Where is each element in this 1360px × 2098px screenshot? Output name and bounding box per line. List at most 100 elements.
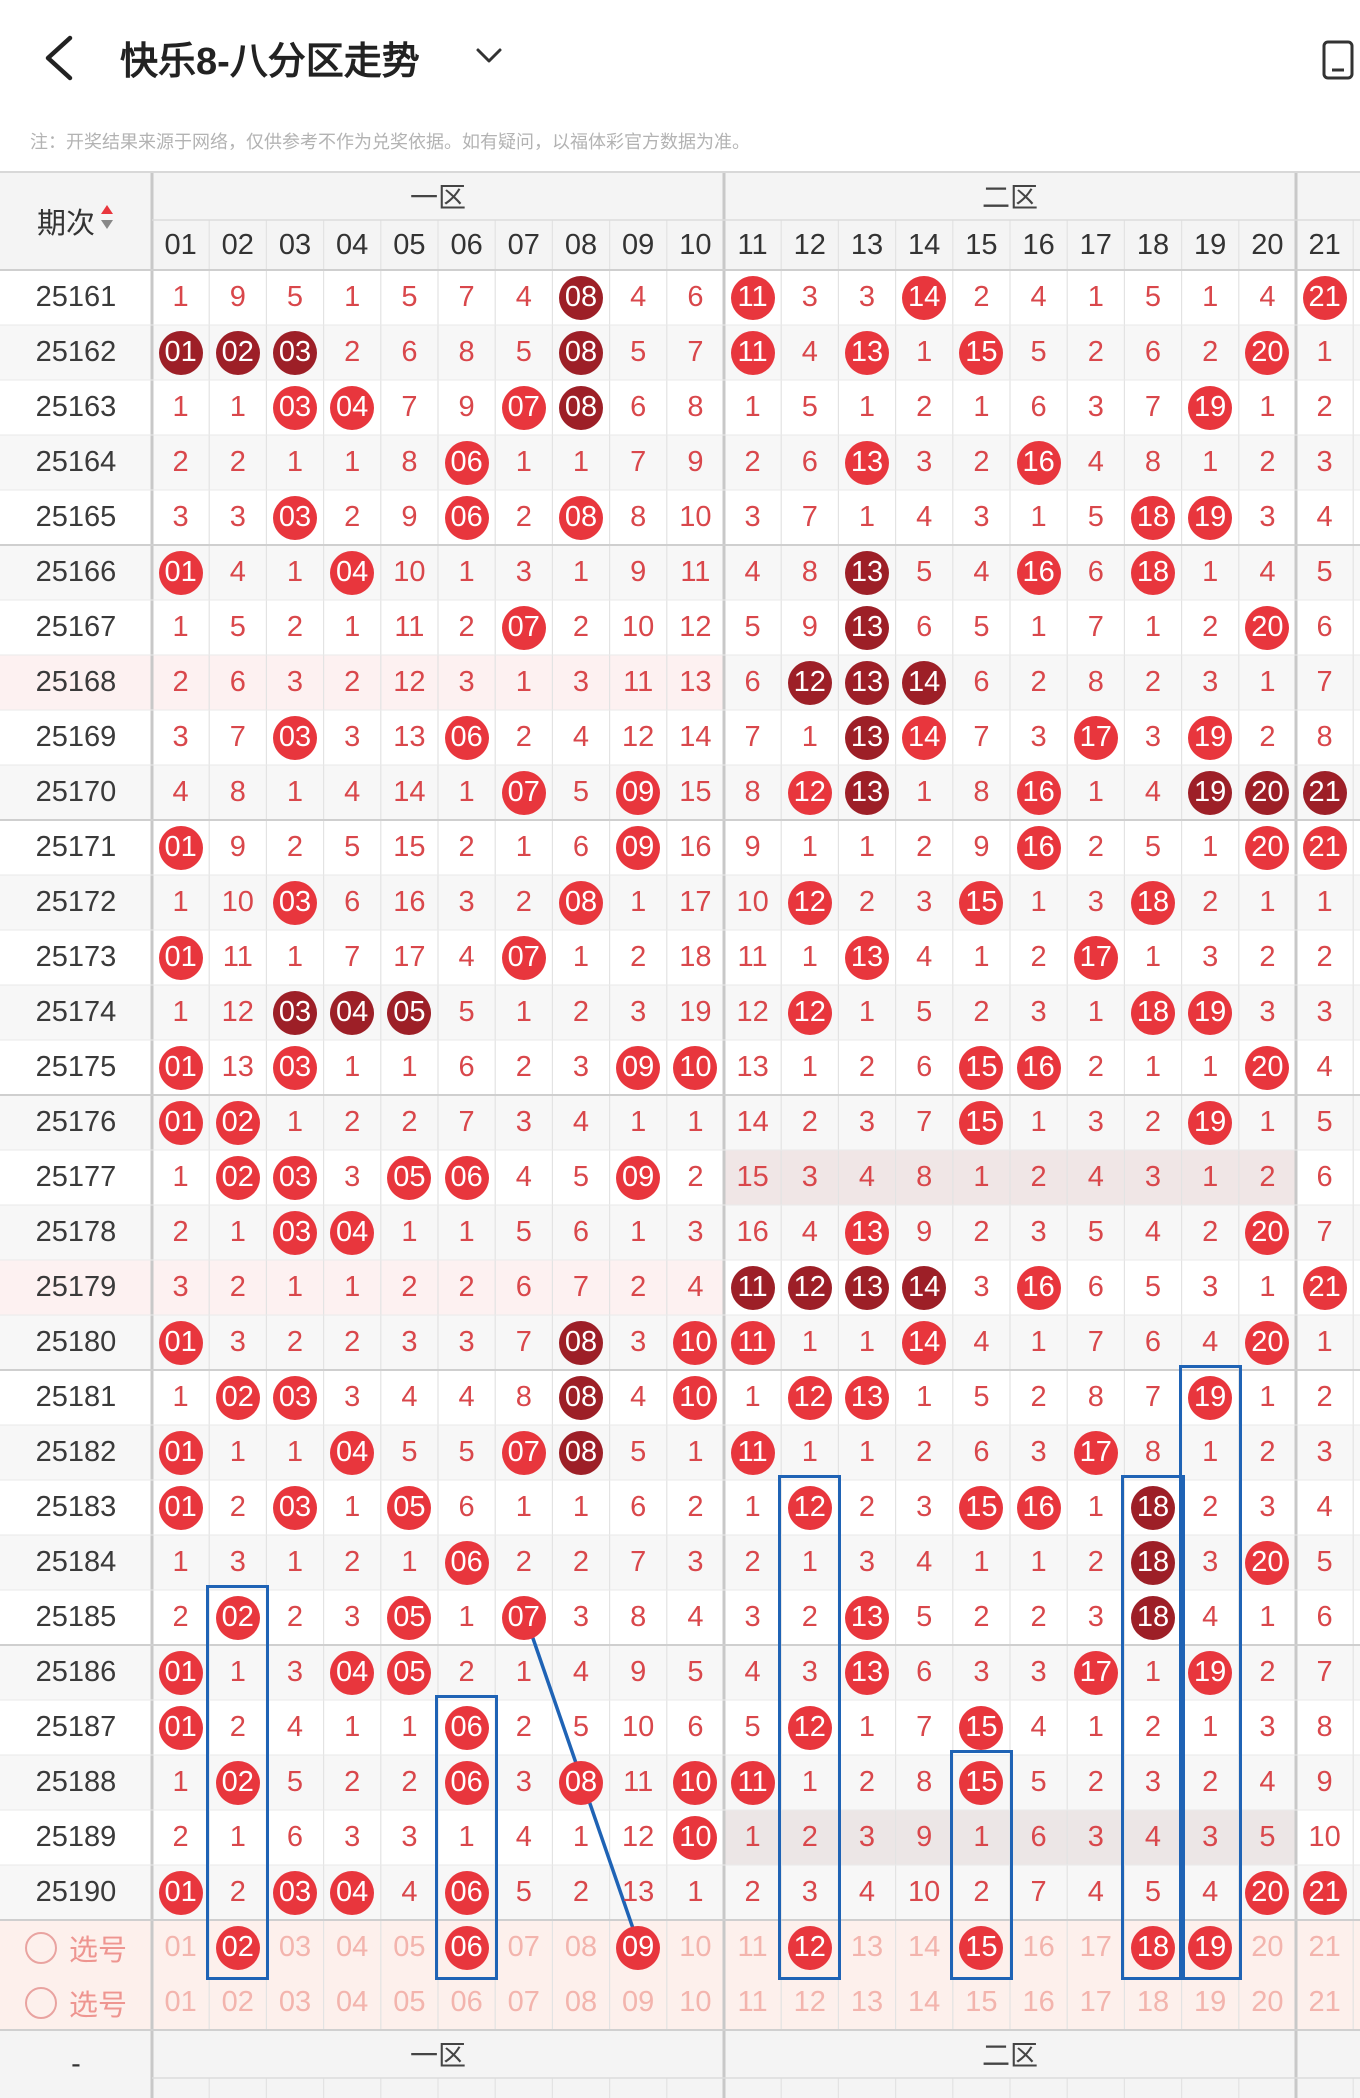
radio-icon[interactable]	[24, 1986, 57, 2019]
drawn-number-ball: 20	[1245, 1045, 1290, 1090]
pick-number[interactable]: 10	[679, 1986, 712, 2018]
pick-number[interactable]: 08	[564, 1986, 598, 2018]
table-cell: 03	[266, 1205, 323, 1260]
radio-icon[interactable]	[24, 1931, 57, 1964]
pick-number[interactable]: 11	[737, 1931, 768, 1963]
pick-number[interactable]: 11	[737, 1986, 768, 2018]
pick-number[interactable]: 04	[336, 1986, 369, 2018]
table-cell: 4	[572, 1106, 590, 1138]
pick-row-label[interactable]: 选号	[0, 1920, 152, 1975]
pick-number[interactable]: 19	[1194, 1986, 1227, 2018]
table-cell: 2	[1259, 1436, 1276, 1468]
pick-number[interactable]: 05	[393, 1986, 426, 2018]
table-cell: 1	[286, 941, 304, 973]
drawn-number-ball: 08	[558, 385, 603, 430]
drawn-number-ball: 14	[902, 1320, 947, 1365]
pick-number[interactable]: 03	[278, 1986, 312, 2018]
pick-number[interactable]: 20	[1251, 1986, 1284, 2018]
device-icon[interactable]	[1320, 38, 1360, 82]
selected-pick-ball[interactable]: 02	[215, 1925, 260, 1970]
drawn-number-ball: 09	[616, 770, 661, 815]
pick-number[interactable]: 13	[850, 1931, 884, 1963]
table-cell: 6	[1144, 1326, 1162, 1358]
pick-number[interactable]: 06	[450, 1986, 483, 2018]
pick-number[interactable]: 09	[610, 1920, 667, 1975]
chevron-down-icon[interactable]	[472, 42, 506, 68]
pick-number[interactable]: 14	[908, 1986, 941, 2018]
table-cell: 1	[858, 501, 876, 533]
table-cell: 4	[630, 281, 647, 313]
drawn-number-ball: 15	[959, 1705, 1004, 1750]
pick-number[interactable]: 10	[679, 1931, 712, 1963]
pick-number[interactable]: 07	[507, 1931, 540, 1963]
table-cell: 1	[286, 1546, 304, 1578]
pick-number[interactable]: 14	[908, 1931, 941, 1963]
table-cell: 1	[687, 1106, 704, 1138]
drawn-number-ball: 16	[1016, 1265, 1061, 1310]
pick-number[interactable]: 08	[564, 1931, 598, 1963]
table-cell: 1	[744, 1821, 761, 1853]
pick-number[interactable]: 01	[164, 1986, 197, 2018]
pick-number[interactable]: 12	[781, 1920, 838, 1975]
pick-number[interactable]: 17	[1079, 1986, 1112, 2018]
table-cell: 5	[1087, 501, 1104, 533]
drawn-number-ball: 05	[387, 990, 432, 1035]
pick-number[interactable]: 12	[793, 1986, 826, 2018]
pick-number[interactable]: 07	[507, 1986, 540, 2018]
pick-number[interactable]: 03	[278, 1931, 312, 1963]
pick-number[interactable]: 17	[1079, 1931, 1112, 1963]
pick-number[interactable]: 04	[336, 1931, 369, 1963]
drawn-number-ball: 03	[272, 1155, 317, 1200]
pick-number[interactable]: 21	[1308, 1986, 1341, 2018]
table-cell: 8	[1316, 721, 1333, 753]
pick-number[interactable]: 20	[1251, 1931, 1284, 1963]
sort-updown-icon[interactable]	[99, 202, 115, 240]
table-cell: 1	[630, 1216, 647, 1248]
pick-number[interactable]: 09	[622, 1986, 655, 2018]
drawn-number-ball: 05	[387, 1595, 432, 1640]
table-cell: 08	[552, 1755, 609, 1810]
table-cell: 2	[858, 886, 876, 918]
selected-pick-ball[interactable]: 18	[1130, 1925, 1175, 1970]
pick-number[interactable]: 16	[1022, 1986, 1055, 2018]
drawn-number-ball: 06	[444, 440, 489, 485]
table-cell: 1	[1259, 1601, 1276, 1633]
pick-number[interactable]: 18	[1136, 1986, 1170, 2018]
pick-number[interactable]: 06	[438, 1920, 495, 1975]
table-cell: 4	[1087, 1876, 1104, 1908]
pick-number[interactable]: 21	[1308, 1931, 1341, 1963]
pick-number[interactable]: 15	[965, 1986, 998, 2018]
selected-pick-ball[interactable]: 19	[1188, 1925, 1233, 1970]
table-cell: 2	[572, 996, 590, 1028]
period-header[interactable]: 期次	[0, 172, 152, 270]
pick-number[interactable]: 01	[164, 1931, 197, 1963]
pick-number[interactable]: 16	[1022, 1931, 1055, 1963]
table-cell: 2	[344, 1766, 361, 1798]
selected-pick-ball[interactable]: 12	[787, 1925, 832, 1970]
table-cell: 3	[1202, 941, 1219, 973]
pick-number[interactable]: 02	[221, 1986, 254, 2018]
selected-pick-ball[interactable]: 06	[444, 1925, 489, 1970]
pick-number[interactable]: 19	[1182, 1920, 1239, 1975]
pick-number[interactable]: 18	[1124, 1920, 1181, 1975]
pick-number[interactable]: 05	[393, 1931, 426, 1963]
drawn-number-ball: 21	[1302, 770, 1347, 815]
pick-number[interactable]: 02	[209, 1920, 266, 1975]
drawn-number-ball: 20	[1245, 825, 1290, 870]
pick-number[interactable]: 13	[850, 1986, 884, 2018]
drawn-number-ball: 04	[330, 990, 375, 1035]
table-cell: 2	[401, 1106, 418, 1138]
table-cell: 2	[973, 1876, 990, 1908]
period-cell: 25175	[35, 1051, 117, 1083]
selected-pick-ball[interactable]: 15	[959, 1925, 1004, 1970]
table-cell: 9	[744, 831, 761, 863]
pick-number[interactable]: 15	[953, 1920, 1010, 1975]
back-arrow-icon[interactable]	[38, 32, 82, 84]
drawn-number-ball: 18	[1130, 495, 1175, 540]
table-cell: 2	[286, 1326, 304, 1358]
selected-pick-ball[interactable]: 09	[616, 1925, 661, 1970]
table-cell: 7	[458, 1106, 475, 1138]
drawn-number-ball: 07	[501, 605, 546, 650]
pick-row-label[interactable]: 选号	[0, 1975, 152, 2030]
drawn-number-ball: 12	[787, 1485, 832, 1530]
